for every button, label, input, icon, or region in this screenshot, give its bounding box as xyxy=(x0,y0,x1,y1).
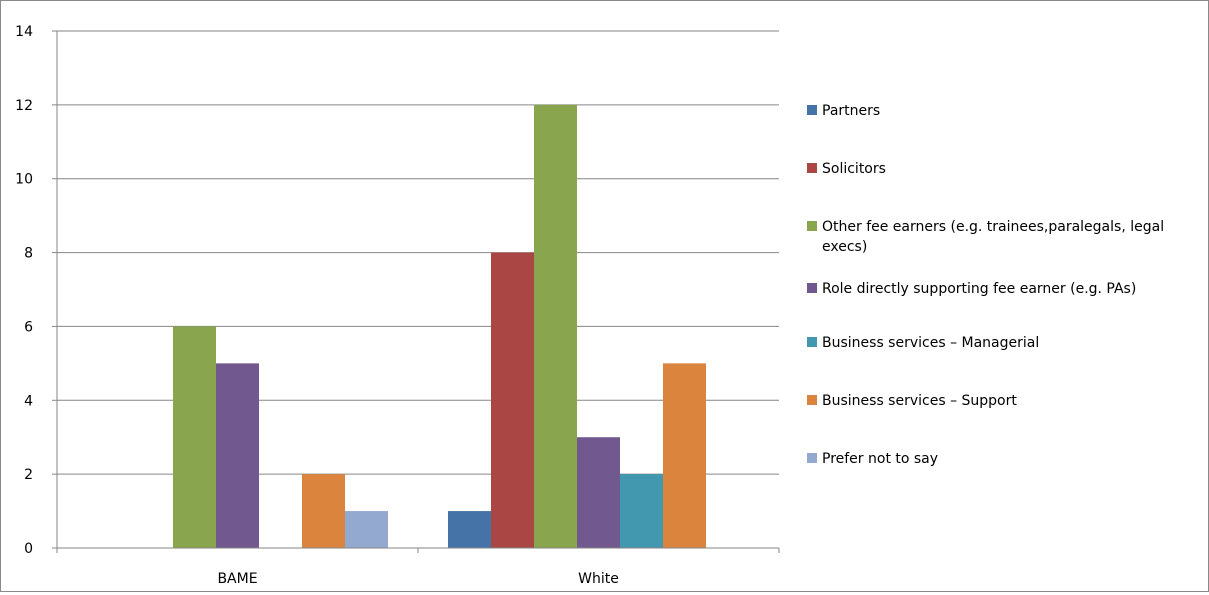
y-tick-label: 12 xyxy=(15,98,33,114)
legend-label: Other fee earners (e.g. trainees,paraleg… xyxy=(822,219,1165,255)
y-tick-label: 4 xyxy=(24,393,33,409)
legend-item: Other fee earners (e.g. trainees,paraleg… xyxy=(807,217,1202,257)
legend-item: Partners xyxy=(807,101,880,121)
y-tick-label: 0 xyxy=(24,541,33,557)
legend-label: Partners xyxy=(822,103,881,119)
legend-item: Prefer not to say xyxy=(807,449,938,469)
bar-white-series-4 xyxy=(620,474,663,548)
bar-bame-series-3 xyxy=(216,363,259,548)
legend-item: Solicitors xyxy=(807,159,886,179)
bar-bame-series-2 xyxy=(173,326,216,548)
legend-swatch xyxy=(807,283,817,293)
legend-swatch xyxy=(807,105,817,115)
bar-white-series-5 xyxy=(663,363,706,548)
axes xyxy=(52,30,780,553)
legend-swatch xyxy=(807,395,817,405)
legend-swatch xyxy=(807,453,817,463)
legend-swatch xyxy=(807,163,817,173)
tick-labels: 0 2 4 6 8 10 12 14 BAME White xyxy=(15,24,619,587)
bar-bame-series-6 xyxy=(345,511,388,548)
y-tick-label: 2 xyxy=(24,467,33,483)
bar-white-series-0 xyxy=(448,511,491,548)
bar-white-series-1 xyxy=(491,252,534,549)
legend-label: Business services – Support xyxy=(822,393,1017,409)
y-tick-label: 14 xyxy=(15,24,33,40)
y-tick-label: 6 xyxy=(24,319,33,335)
legend-item: Role directly supporting fee earner (e.g… xyxy=(807,279,1136,299)
legend-label: Business services – Managerial xyxy=(822,335,1040,351)
legend-swatch xyxy=(807,337,817,347)
legend-label: Solicitors xyxy=(822,161,886,177)
legend-label: Role directly supporting fee earner (e.g… xyxy=(822,281,1137,297)
bars xyxy=(173,104,706,549)
x-tick-label: BAME xyxy=(217,571,257,587)
legend-item: Business services – Managerial xyxy=(807,333,1039,353)
y-tick-label: 8 xyxy=(24,246,33,262)
legend-swatch xyxy=(807,221,817,231)
bar-white-series-2 xyxy=(534,104,577,548)
x-tick-label: White xyxy=(578,571,619,587)
bar-white-series-3 xyxy=(577,437,620,548)
legend-item: Business services – Support xyxy=(807,391,1017,411)
y-tick-label: 10 xyxy=(15,172,33,188)
bar-bame-series-5 xyxy=(302,474,345,548)
legend-label: Prefer not to say xyxy=(822,451,939,467)
